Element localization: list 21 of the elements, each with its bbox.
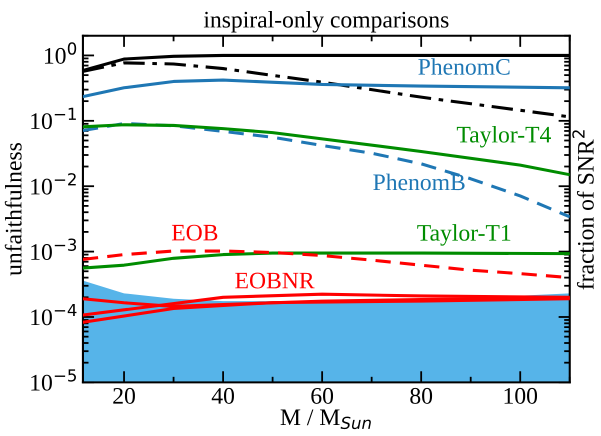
chart-title: inspiral-only comparisons [204, 11, 448, 33]
y-tick-label: 10$^{−5}$ [31, 369, 76, 391]
series-label: Taylor-T1 [417, 224, 510, 246]
x-tick-label: 20 [113, 388, 135, 404]
x-tick-label: 80 [410, 388, 432, 404]
y-tick-label: 10$^{−4}$ [31, 304, 76, 326]
y-axis-title: unfaithfulness [4, 143, 22, 276]
y-tick-label: 10$^{−1}$ [31, 108, 76, 130]
series-label: PhenomB [373, 174, 465, 190]
y-tick-label: 10$^{−3}$ [31, 238, 76, 260]
y-tick-label: 10$^{0}$ [44, 42, 76, 64]
x-axis-title: M / M$_{Sun}$ [280, 409, 371, 430]
y2-axis-title: fraction of SNR$^{2}$ [572, 130, 594, 290]
x-tick-label: 60 [311, 388, 334, 404]
series-label: EOBNR [235, 272, 315, 289]
x-tick-label: 40 [212, 388, 234, 404]
x-tick-label: 100 [504, 388, 538, 404]
series-label: EOB [172, 224, 218, 241]
series-label: PhenomC [418, 58, 510, 75]
series-label: Taylor-T4 [456, 126, 551, 148]
y-tick-label: 10$^{−2}$ [31, 173, 76, 195]
